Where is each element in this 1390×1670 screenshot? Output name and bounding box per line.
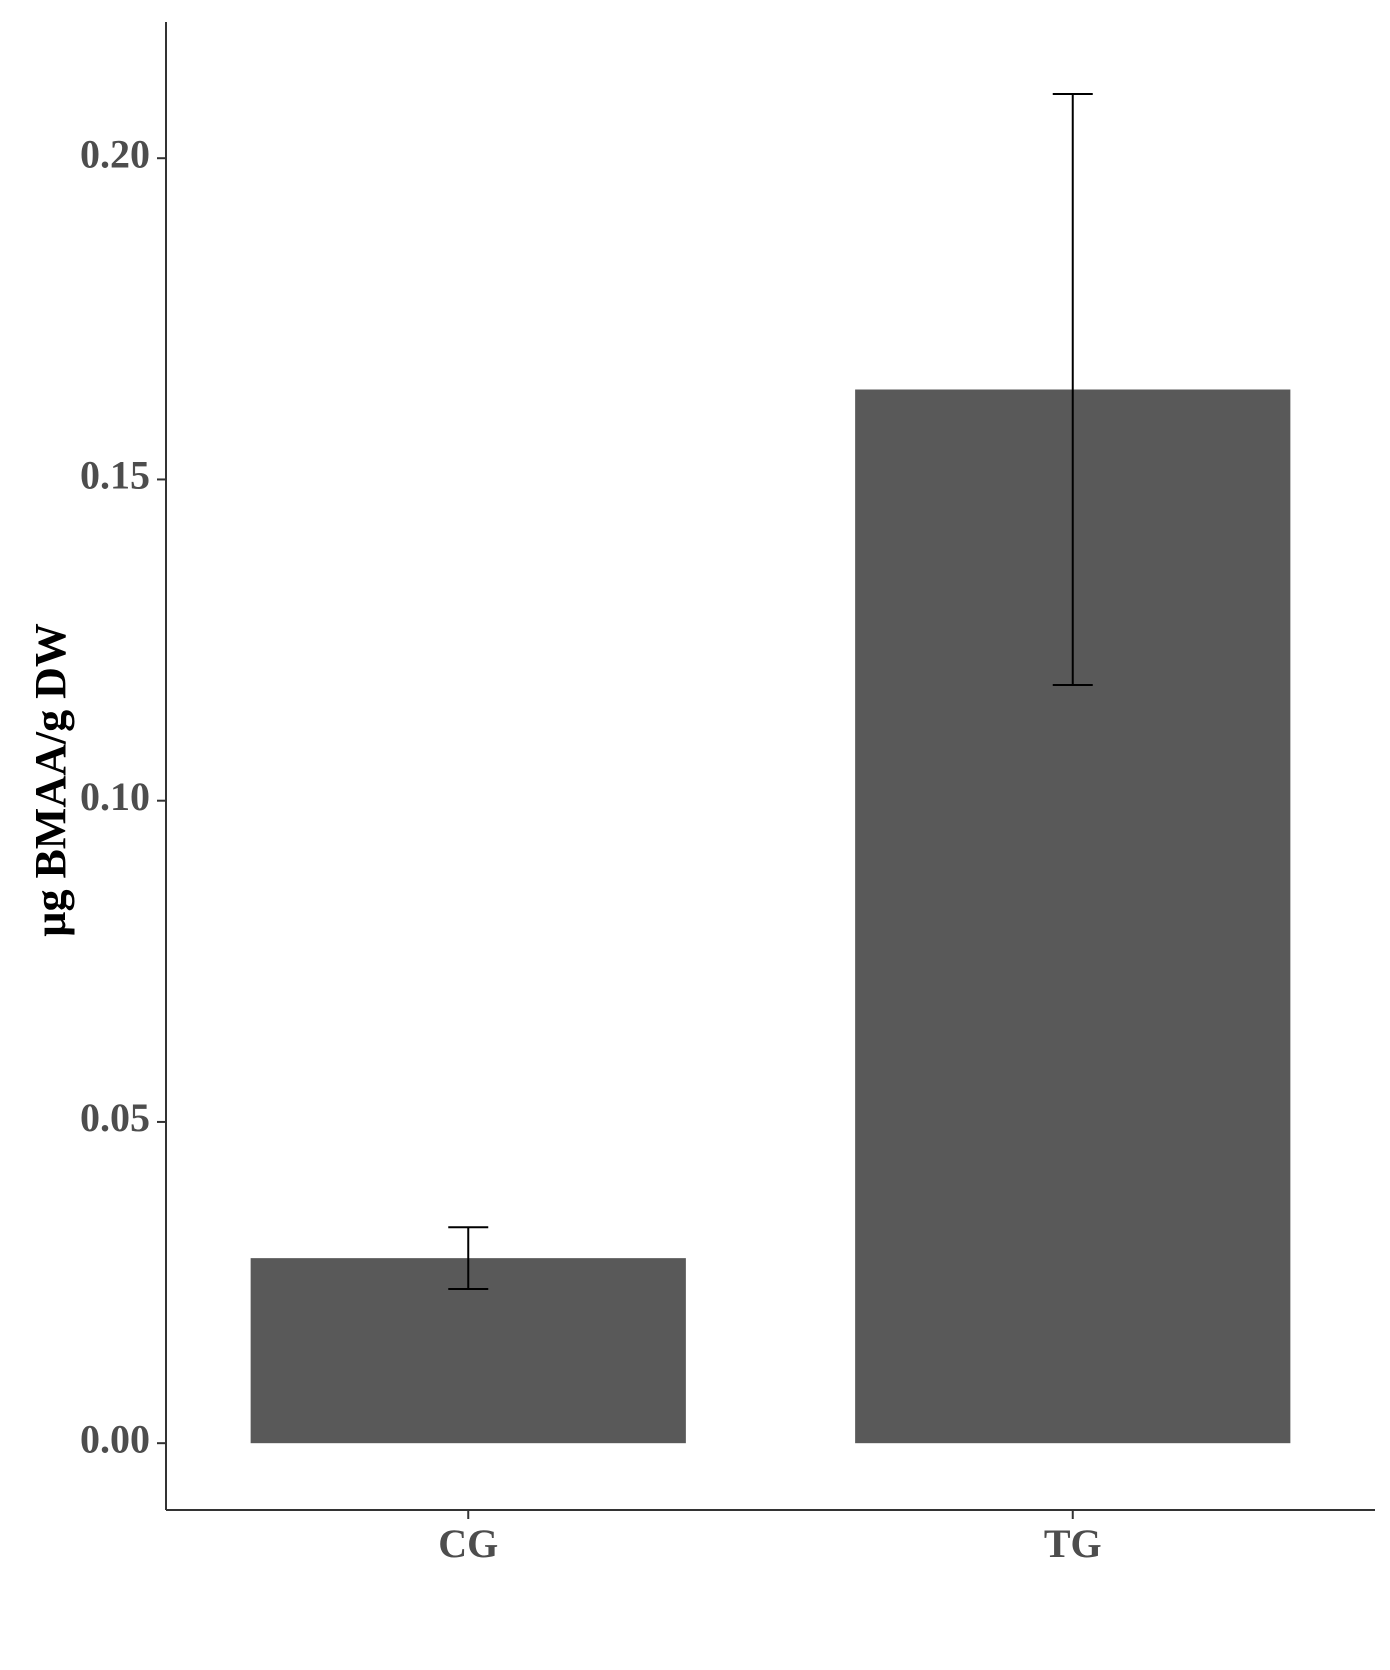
x-tick-label: TG (1044, 1521, 1102, 1566)
y-tick-label: 0.10 (80, 774, 150, 819)
y-tick-label: 0.20 (80, 131, 150, 176)
y-tick-label: 0.00 (80, 1416, 150, 1461)
error-bar (1052, 92, 1093, 687)
y-axis-title: µg BMAA/g DW (26, 623, 75, 937)
error-bar (448, 1226, 489, 1290)
x-tick-label: CG (438, 1521, 498, 1566)
y-tick-label: 0.05 (80, 1095, 150, 1140)
y-tick-label: 0.15 (80, 453, 150, 498)
